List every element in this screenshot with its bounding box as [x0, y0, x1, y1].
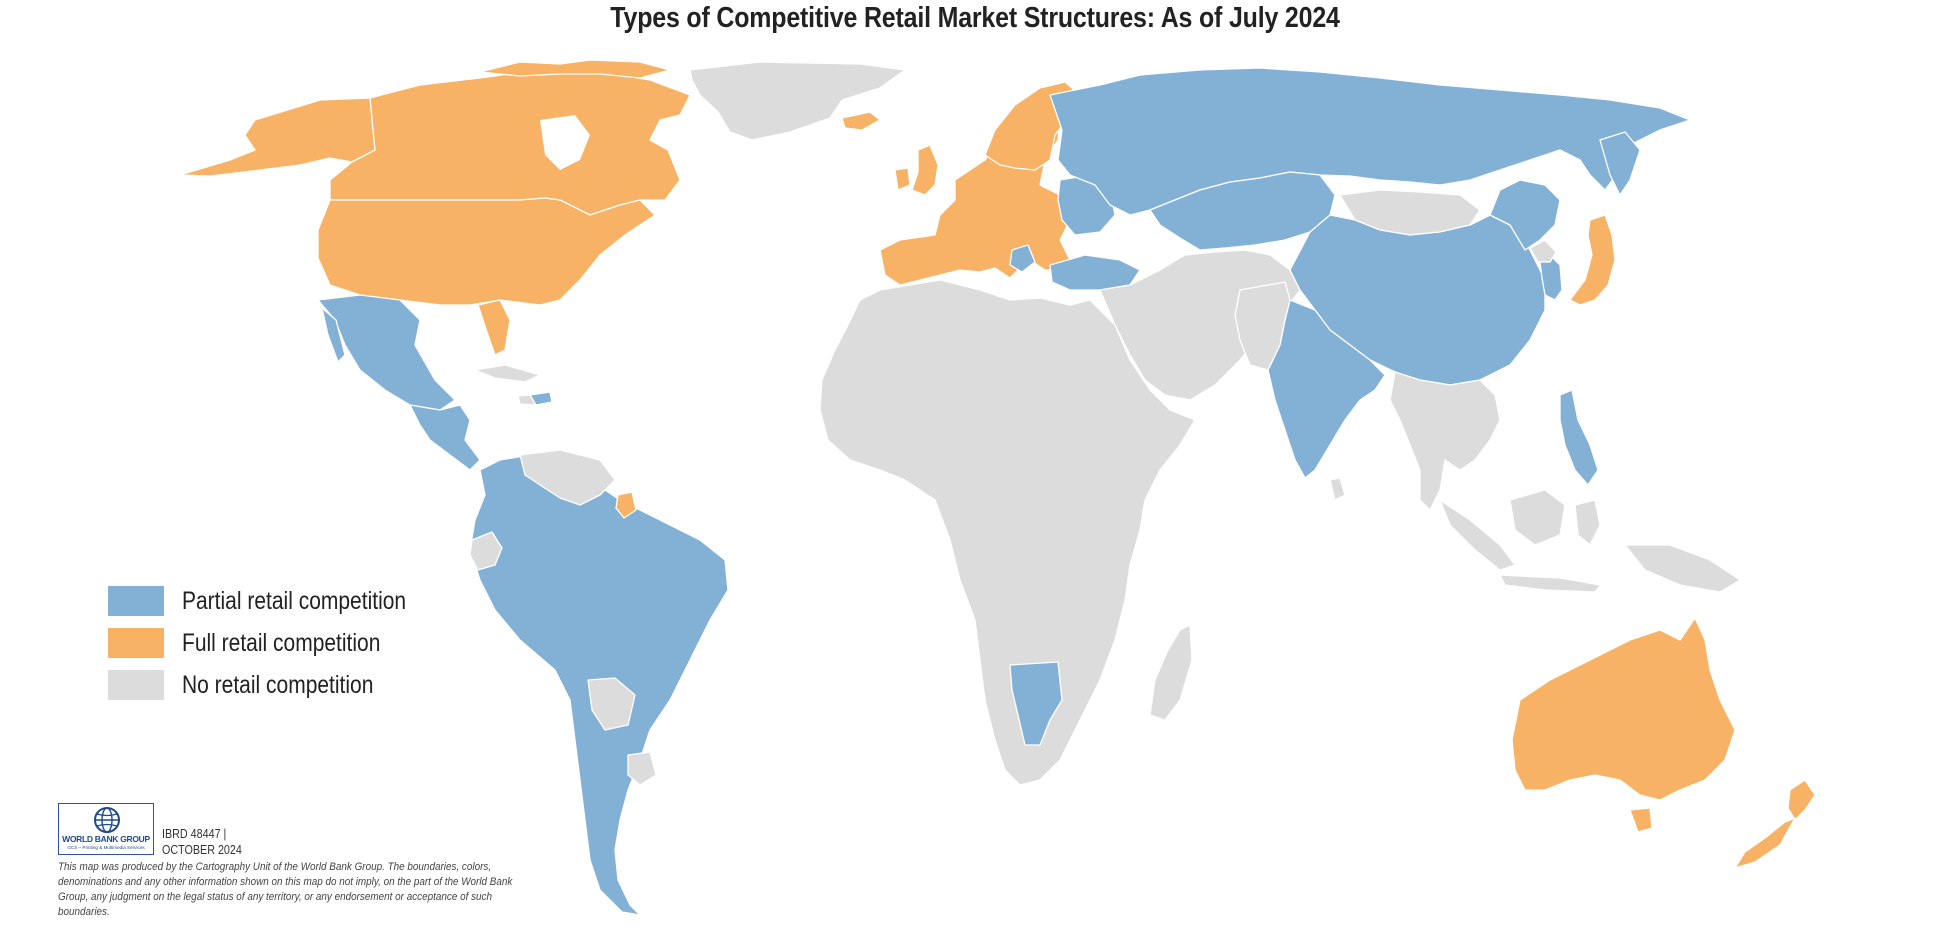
- region-haiti: [517, 394, 537, 406]
- region-alaska: [179, 97, 376, 177]
- legend-item-none: No retail competition: [108, 664, 449, 706]
- region-tasmania: [1629, 807, 1653, 833]
- region-southeast-asia: [1389, 371, 1501, 511]
- legend-label-none: No retail competition: [182, 670, 374, 699]
- globe-icon: [94, 807, 120, 833]
- region-china-northeast: [1469, 179, 1561, 251]
- region-philippines: [1559, 389, 1599, 486]
- region-new-zealand-north: [1787, 779, 1816, 821]
- region-balkans-partial: [1009, 244, 1036, 273]
- map-title: Types of Competitive Retail Market Struc…: [610, 2, 1340, 34]
- legend-label-partial: Partial retail competition: [182, 586, 407, 615]
- region-new-zealand-south: [1734, 817, 1796, 869]
- region-uruguay: [627, 751, 657, 786]
- legend-item-full: Full retail competition: [108, 622, 449, 664]
- legend: Partial retail competition Full retail c…: [108, 580, 449, 706]
- region-australia: [1511, 617, 1736, 801]
- region-canada: [329, 69, 691, 216]
- region-iceland: [841, 111, 881, 131]
- region-florida: [477, 299, 511, 356]
- legend-swatch-full: [108, 628, 164, 658]
- region-uk: [911, 144, 939, 196]
- region-ireland: [894, 167, 911, 191]
- region-russia: [1049, 67, 1691, 216]
- region-sri-lanka: [1329, 477, 1346, 501]
- region-canada-arctic: [479, 59, 671, 79]
- logo-text: WORLD BANK GROUP: [62, 834, 150, 844]
- region-pakistan: [1234, 281, 1291, 371]
- region-kamchatka: [1599, 131, 1641, 196]
- logo-subtext: GCS – Printing & Multimedia Services: [67, 845, 145, 850]
- region-mexico: [317, 294, 456, 411]
- region-indonesia-sumatra: [1439, 499, 1516, 571]
- world-bank-group-logo: WORLD BANK GROUP GCS – Printing & Multim…: [58, 803, 154, 855]
- region-indonesia-borneo: [1509, 489, 1566, 546]
- region-africa: [819, 279, 1196, 786]
- region-venezuela: [519, 449, 616, 506]
- region-papua: [1624, 544, 1741, 593]
- legend-swatch-partial: [108, 586, 164, 616]
- region-namibia: [1009, 661, 1063, 746]
- region-cuba: [474, 364, 541, 383]
- map-reference: IBRD 48447 | OCTOBER 2024: [162, 826, 242, 858]
- region-greenland: [689, 61, 906, 141]
- disclaimer: This map was produced by the Cartography…: [58, 861, 513, 918]
- region-indonesia-sulawesi: [1574, 499, 1601, 546]
- region-madagascar: [1149, 624, 1193, 721]
- region-north-korea: [1529, 239, 1557, 263]
- region-baja: [321, 307, 346, 363]
- region-french-guiana: [615, 491, 637, 519]
- map-id: IBRD 48447 |: [162, 827, 227, 841]
- hudson-bay: [540, 115, 590, 170]
- region-japan: [1569, 214, 1616, 306]
- legend-label-full: Full retail competition: [182, 628, 381, 657]
- legend-item-partial: Partial retail competition: [108, 580, 449, 622]
- region-united-states: [317, 197, 656, 306]
- region-paraguay: [587, 677, 636, 731]
- region-indonesia-java: [1499, 574, 1601, 593]
- legend-swatch-none: [108, 670, 164, 700]
- region-central-america: [409, 404, 481, 471]
- region-ecuador: [469, 531, 503, 571]
- map-date: OCTOBER 2024: [162, 843, 242, 857]
